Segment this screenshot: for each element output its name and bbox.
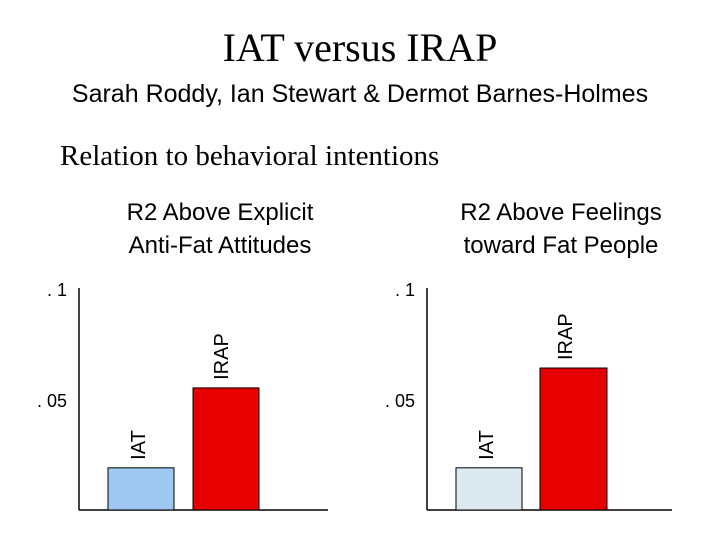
chart-1-bar-irap [539, 367, 608, 511]
chart-0-bar-irap [192, 387, 260, 511]
chart-1-y-tick-label: . 1 [395, 280, 415, 300]
chart-1-y-tick-label: . 05 [385, 391, 415, 411]
chart-explicit-title: R2 Above Explicit Anti-Fat Attitudes [126, 199, 314, 259]
chart-1-bar-label-irap: IRAP [555, 313, 577, 360]
slide-subtitle: Relation to behavioral intentions [60, 140, 440, 172]
chart-feelings-title: R2 Above Feelings toward Fat People [460, 199, 662, 259]
chart-0-bar-label-irap: IRAP [211, 333, 233, 380]
chart-0-y-tick-label: . 1 [47, 280, 67, 300]
chart-0-bar-iat [107, 467, 175, 511]
slide-title: IAT versus IRAP [222, 25, 498, 70]
chart-1-bar-label-iat: IAT [476, 430, 498, 460]
chart-0-bar-label-iat: IAT [128, 430, 150, 460]
chart-1-bar-iat [455, 467, 523, 511]
chart-0-y-tick-label: . 05 [37, 391, 67, 411]
slide-authors: Sarah Roddy, Ian Stewart & Dermot Barnes… [71, 80, 649, 108]
